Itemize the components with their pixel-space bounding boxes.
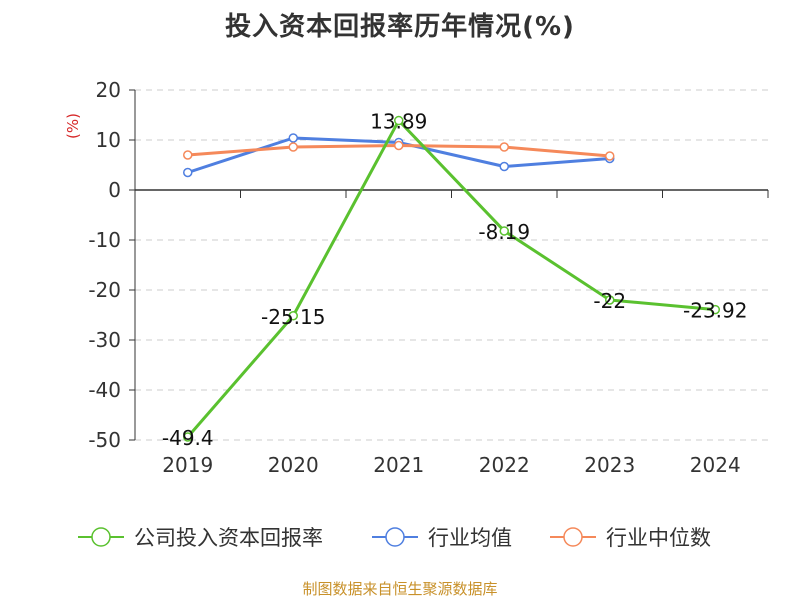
data-point bbox=[288, 311, 298, 321]
legend-label: 公司投入资本回报率 bbox=[134, 526, 323, 550]
legend-swatch-marker bbox=[563, 527, 583, 547]
y-tick-label: -30 bbox=[88, 328, 121, 352]
data-point bbox=[499, 161, 509, 172]
legend-label: 行业中位数 bbox=[606, 526, 711, 550]
y-tick-label: -50 bbox=[88, 428, 121, 452]
y-tick-label: 20 bbox=[96, 78, 121, 102]
axes: 20 10 0 -10 -20 -30 -40 -50 2019 2020 2021 2022 2023… bbox=[64, 78, 769, 477]
series-line bbox=[186, 119, 716, 438]
data-point bbox=[183, 432, 193, 442]
data-label: -25.15 bbox=[261, 305, 325, 329]
legend-swatch-marker bbox=[91, 527, 111, 547]
x-tick-label: 2021 bbox=[373, 453, 424, 477]
data-point bbox=[605, 295, 615, 305]
data-label: -23.92 bbox=[683, 299, 747, 323]
x-tick-label: 2024 bbox=[690, 453, 741, 477]
data-label: 13.89 bbox=[370, 110, 427, 134]
source-note: 制图数据来自恒生聚源数据库 bbox=[302, 580, 498, 598]
series-lines bbox=[183, 115, 720, 442]
legend-label: 行业均值 bbox=[428, 526, 512, 550]
data-label: -49.4 bbox=[162, 426, 214, 450]
y-axis-label: (%) bbox=[64, 113, 82, 139]
data-point bbox=[499, 226, 509, 236]
legend-swatch-marker bbox=[385, 527, 405, 547]
data-point bbox=[394, 115, 404, 126]
x-tick-label: 2020 bbox=[268, 453, 319, 477]
data-labels: -49.4 -25.15 13.89 -8.19 -22 -23.92 bbox=[162, 110, 748, 450]
data-point bbox=[499, 142, 509, 152]
y-tick-label: 10 bbox=[96, 128, 121, 152]
x-tick-label: 2023 bbox=[584, 453, 635, 477]
legend-item[interactable]: 公司投入资本回报率 bbox=[78, 526, 323, 550]
y-tick-label: -10 bbox=[88, 228, 121, 252]
x-tick-label: 2022 bbox=[479, 453, 530, 477]
data-point bbox=[394, 140, 404, 151]
data-point bbox=[710, 304, 720, 315]
legend-item[interactable]: 行业均值 bbox=[372, 526, 512, 550]
data-label: -22 bbox=[593, 289, 626, 313]
legend[interactable]: 公司投入资本回报率 行业均值 行业中位数 bbox=[78, 526, 711, 550]
y-tick-label: 0 bbox=[108, 178, 121, 202]
chart-title: 投入资本回报率历年情况(%) bbox=[225, 12, 575, 42]
data-label: -8.19 bbox=[478, 220, 530, 244]
data-point bbox=[288, 133, 298, 143]
y-tick-label: -20 bbox=[88, 278, 121, 302]
data-point bbox=[183, 150, 193, 160]
data-point bbox=[288, 142, 298, 152]
legend-item[interactable]: 行业中位数 bbox=[550, 526, 711, 550]
y-tick-label: -40 bbox=[88, 378, 121, 402]
data-point bbox=[605, 151, 615, 161]
data-point bbox=[183, 167, 193, 178]
x-tick-label: 2019 bbox=[162, 453, 213, 477]
